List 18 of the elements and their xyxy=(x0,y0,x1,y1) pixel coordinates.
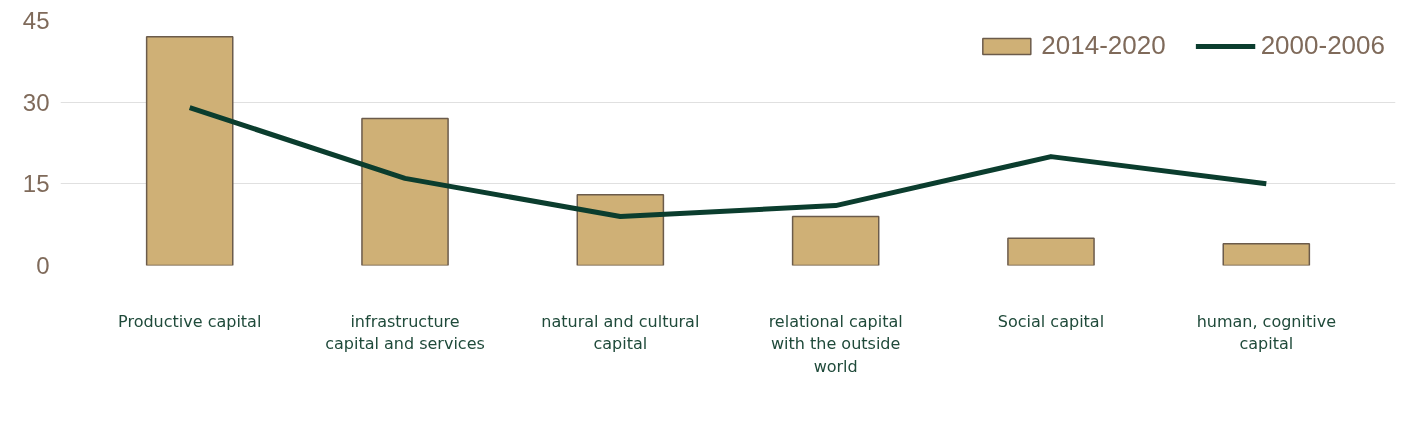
x-tick-label: relational capital with the outside world xyxy=(768,311,903,377)
x-tick-label: Social capital xyxy=(997,311,1105,331)
y-tick-label: 45 xyxy=(22,7,50,34)
y-tick-label: 15 xyxy=(22,170,50,198)
bar xyxy=(791,215,880,266)
bar xyxy=(361,117,449,266)
y-tick-label: 30 xyxy=(22,88,50,116)
bar xyxy=(576,193,665,266)
x-tick-label: Productive capital xyxy=(118,311,262,331)
x-tick-label: human, cognitive capital xyxy=(1196,311,1336,354)
legend-label: 2000-2006 xyxy=(1260,30,1385,61)
x-tick-label: natural and cultural capital xyxy=(541,311,700,354)
bar xyxy=(145,36,234,266)
x-tick-label: infrastructure capital and services xyxy=(325,311,485,354)
bar xyxy=(1007,237,1095,266)
bar xyxy=(1222,242,1311,266)
y-tick-label: 0 xyxy=(36,252,50,279)
legend-label: 2014-2020 xyxy=(1041,30,1166,61)
